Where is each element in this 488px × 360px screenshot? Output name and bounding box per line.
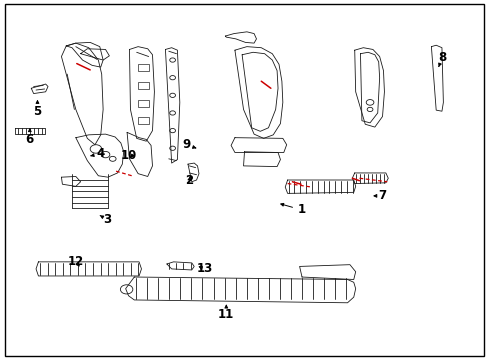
Text: 13: 13 — [197, 262, 213, 275]
Text: 1: 1 — [280, 203, 305, 216]
Text: 4: 4 — [91, 147, 104, 160]
Text: 12: 12 — [67, 255, 84, 268]
Text: 8: 8 — [437, 51, 446, 67]
Text: 10: 10 — [120, 149, 136, 162]
Bar — [138, 117, 148, 124]
Bar — [138, 100, 148, 107]
Bar — [138, 82, 148, 89]
Text: 3: 3 — [100, 213, 111, 226]
Text: 2: 2 — [185, 174, 193, 186]
Bar — [138, 64, 148, 71]
Text: 5: 5 — [33, 101, 41, 118]
Text: 6: 6 — [26, 129, 34, 146]
Text: 7: 7 — [373, 189, 386, 202]
Text: 9: 9 — [182, 138, 195, 151]
Text: 11: 11 — [218, 305, 234, 321]
